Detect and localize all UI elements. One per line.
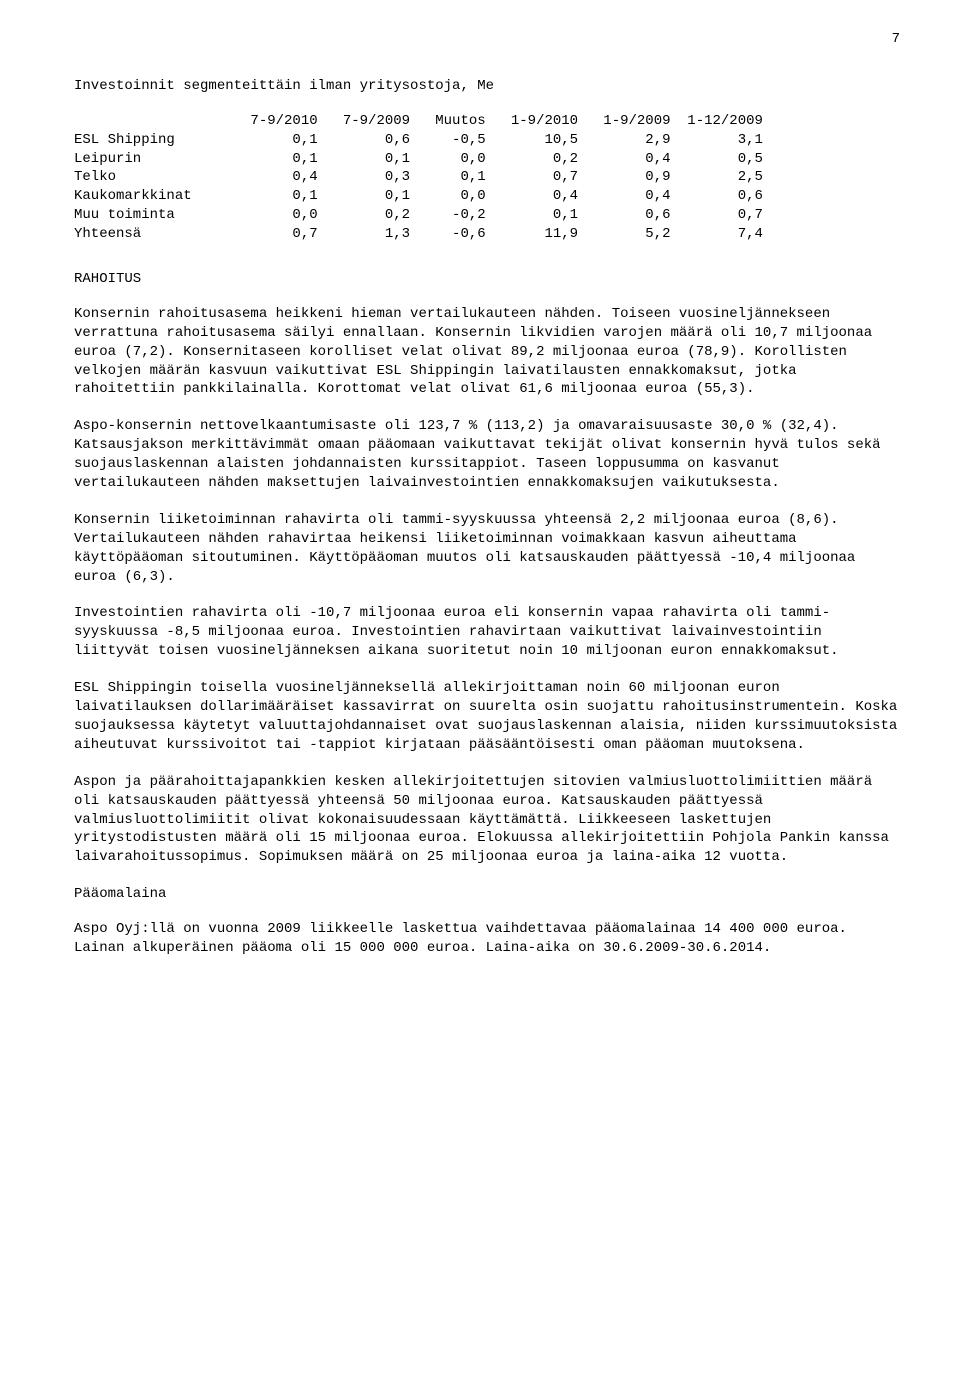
investments-table: 7-9/2010 7-9/2009 Muutos 1-9/2010 1-9/20…	[74, 112, 900, 244]
page-number: 7	[74, 30, 900, 49]
section-title: Investoinnit segmenteittäin ilman yritys…	[74, 77, 900, 96]
paragraph: Aspo-konsernin nettovelkaantumisaste oli…	[74, 417, 900, 493]
paragraph: Aspon ja päärahoittajapankkien kesken al…	[74, 773, 900, 867]
paragraph: Konsernin rahoitusasema heikkeni hieman …	[74, 305, 900, 399]
paragraph: ESL Shippingin toisella vuosineljännekse…	[74, 679, 900, 755]
paragraph: Investointien rahavirta oli -10,7 miljoo…	[74, 604, 900, 661]
paragraph: Aspo Oyj:llä on vuonna 2009 liikkeelle l…	[74, 920, 900, 958]
paragraph: Konsernin liiketoiminnan rahavirta oli t…	[74, 511, 900, 587]
rahoitus-heading: RAHOITUS	[74, 270, 900, 289]
paaomalaina-heading: Pääomalaina	[74, 885, 900, 904]
